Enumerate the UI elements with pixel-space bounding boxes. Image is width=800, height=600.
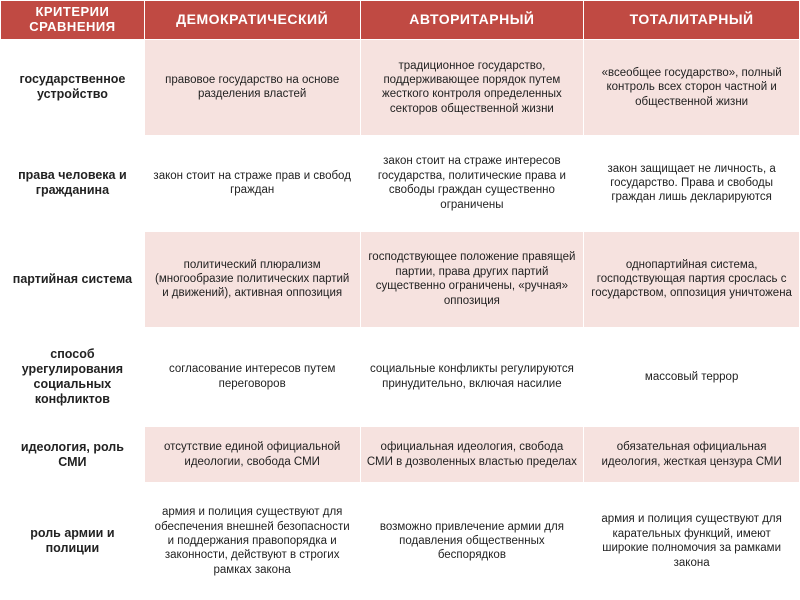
table-cell: однопартийная система, господствующая па… — [584, 231, 800, 327]
table-cell: закон защищает не личность, а государств… — [584, 135, 800, 231]
table-cell: армия и полиция существуют для карательн… — [584, 483, 800, 600]
table-cell: армия и полиция существуют для обеспечен… — [144, 483, 360, 600]
table-cell: традиционное государство, поддерживающее… — [360, 39, 584, 135]
row-criterion: идеология, роль СМИ — [1, 427, 145, 483]
row-criterion: партийная система — [1, 231, 145, 327]
table-row: права человека и гражданиназакон стоит н… — [1, 135, 800, 231]
table-cell: господствующее положение правящей партии… — [360, 231, 584, 327]
row-criterion: права человека и гражданина — [1, 135, 145, 231]
header-criteria: КРИТЕРИИ СРАВНЕНИЯ — [1, 1, 145, 40]
table-cell: обязательная официальная идеология, жест… — [584, 427, 800, 483]
row-criterion: государственное устройство — [1, 39, 145, 135]
table-cell: официальная идеология, свобода СМИ в доз… — [360, 427, 584, 483]
table-cell: «всеобщее государство», полный контроль … — [584, 39, 800, 135]
table-row: идеология, роль СМИотсутствие единой офи… — [1, 427, 800, 483]
table-cell: отсутствие единой официальной идеологии,… — [144, 427, 360, 483]
comparison-table-wrap: КРИТЕРИИ СРАВНЕНИЯ ДЕМОКРАТИЧЕСКИЙ АВТОР… — [0, 0, 800, 600]
row-criterion: роль армии и полиции — [1, 483, 145, 600]
header-democratic: ДЕМОКРАТИЧЕСКИЙ — [144, 1, 360, 40]
table-cell: возможно привлечение армии для подавлени… — [360, 483, 584, 600]
comparison-table: КРИТЕРИИ СРАВНЕНИЯ ДЕМОКРАТИЧЕСКИЙ АВТОР… — [0, 0, 800, 600]
table-cell: правовое государство на основе разделени… — [144, 39, 360, 135]
header-totalitarian: ТОТАЛИТАРНЫЙ — [584, 1, 800, 40]
table-cell: закон стоит на страже прав и свобод граж… — [144, 135, 360, 231]
header-row: КРИТЕРИИ СРАВНЕНИЯ ДЕМОКРАТИЧЕСКИЙ АВТОР… — [1, 1, 800, 40]
table-body: государственное устройствоправовое госуд… — [1, 39, 800, 599]
row-criterion: способ урегулирования социальных конфлик… — [1, 327, 145, 427]
table-row: способ урегулирования социальных конфлик… — [1, 327, 800, 427]
table-cell: закон стоит на страже интересов государс… — [360, 135, 584, 231]
header-authoritarian: АВТОРИТАРНЫЙ — [360, 1, 584, 40]
table-cell: массовый террор — [584, 327, 800, 427]
table-row: партийная системаполитический плюрализм … — [1, 231, 800, 327]
table-row: роль армии и полицииармия и полиция суще… — [1, 483, 800, 600]
table-cell: согласование интересов путем переговоров — [144, 327, 360, 427]
table-cell: социальные конфликты регулируются принуд… — [360, 327, 584, 427]
table-row: государственное устройствоправовое госуд… — [1, 39, 800, 135]
table-cell: политический плюрализм (многообразие пол… — [144, 231, 360, 327]
